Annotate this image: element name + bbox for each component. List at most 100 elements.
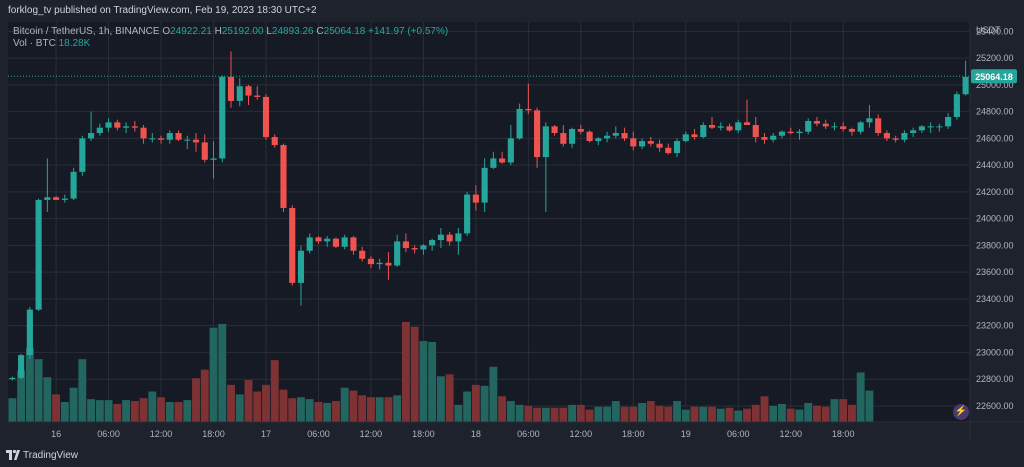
x-tick-label: 06:00 [97, 429, 120, 439]
candle-body [910, 130, 917, 134]
volume-bar [690, 406, 699, 422]
volume-bar [349, 390, 358, 422]
candle-body [953, 94, 960, 117]
volume-bar [734, 410, 743, 422]
candle [569, 127, 576, 148]
candle-body [96, 127, 103, 134]
volume-bar [480, 385, 489, 422]
volume-bar [17, 370, 26, 422]
candle-body [149, 138, 156, 140]
volume-bar [681, 409, 690, 422]
candle [123, 122, 130, 134]
volume-bar [358, 395, 367, 422]
legend-symbol: Bitcoin / TetherUS, 1h, BINANCE [13, 26, 160, 37]
volume-bar [620, 406, 629, 422]
candle-body [472, 194, 479, 203]
candle [61, 194, 68, 203]
volume-bar [297, 397, 305, 422]
candle-body [157, 138, 165, 140]
candle [367, 256, 374, 269]
volume-bar [524, 405, 533, 422]
candle-body [577, 129, 584, 132]
candle-body [586, 131, 593, 142]
candle-body [61, 198, 68, 200]
candle-body [778, 131, 786, 136]
candle [262, 94, 270, 140]
candle-body [822, 123, 829, 127]
x-tick-label: 18:00 [832, 429, 855, 439]
candle [787, 127, 794, 135]
candle-body [813, 120, 821, 124]
y-tick-label: 24400.00 [976, 160, 1014, 170]
candle [464, 191, 471, 237]
candle [140, 125, 147, 144]
candle-body [551, 126, 558, 134]
candle-body [490, 158, 497, 168]
y-tick-label: 22800.00 [976, 374, 1014, 384]
volume-bar [87, 399, 96, 422]
candle-body [796, 131, 803, 134]
candle [490, 151, 497, 170]
volume-bar [436, 376, 445, 422]
lightning-icon[interactable]: ⚡ [953, 404, 969, 420]
x-tick-label: 17 [261, 429, 271, 439]
candle [831, 122, 838, 131]
candle-body [297, 250, 305, 283]
volume-bar [410, 326, 419, 422]
volume-bar [445, 374, 454, 422]
candle [534, 107, 541, 168]
candle-body [420, 245, 427, 250]
top-bar: forklog_tv published on TradingView.com,… [0, 0, 1024, 22]
candle [88, 111, 95, 142]
candle [892, 135, 899, 143]
legend-change: +141.97 (+0.57%) [368, 26, 449, 37]
candle-body [455, 233, 462, 242]
candle [840, 122, 847, 132]
candle [324, 236, 331, 247]
legend-open-label: O [162, 26, 171, 37]
candle [542, 122, 549, 212]
candle [708, 116, 716, 130]
candle-body [560, 133, 567, 144]
volume-bar [270, 360, 279, 422]
volume-value: 18.28K [58, 38, 91, 49]
x-tick-label: 18:00 [622, 429, 645, 439]
candle-body [254, 95, 261, 97]
candle-body [883, 133, 890, 139]
candle [866, 104, 873, 128]
volume-bar [664, 406, 673, 422]
volume-bar [673, 401, 681, 422]
y-tick-label: 24000.00 [976, 214, 1014, 224]
candle [612, 126, 619, 139]
legend-high-label: H [214, 26, 222, 37]
candle [429, 238, 436, 251]
volume-bar [174, 402, 183, 422]
candlestick-chart[interactable]: 25400.00 25200.00 25000.00 24800.00 24600.00… [0, 0, 1024, 444]
candle [166, 130, 173, 144]
candle [682, 131, 689, 143]
candle [297, 245, 305, 306]
volume-bar [533, 407, 542, 422]
candle [332, 237, 340, 249]
y-tick-label: 24600.00 [976, 133, 1014, 143]
candle-body [88, 133, 95, 139]
volume-bar [288, 398, 297, 422]
candle [306, 233, 313, 254]
candle [726, 123, 733, 132]
candle-body [936, 126, 943, 128]
volume-bar [60, 402, 69, 422]
candle-body [962, 76, 969, 95]
candle [44, 158, 51, 212]
candle [227, 51, 235, 108]
candle-body [673, 141, 681, 154]
candle-body [429, 240, 436, 246]
volume-bar [506, 401, 515, 422]
volume-bar [778, 403, 786, 422]
candle-body [411, 248, 418, 250]
candle [621, 127, 628, 142]
candle [455, 228, 462, 255]
candle [420, 244, 427, 255]
candle [796, 129, 803, 140]
candle-body [621, 133, 628, 139]
candle [114, 119, 121, 131]
